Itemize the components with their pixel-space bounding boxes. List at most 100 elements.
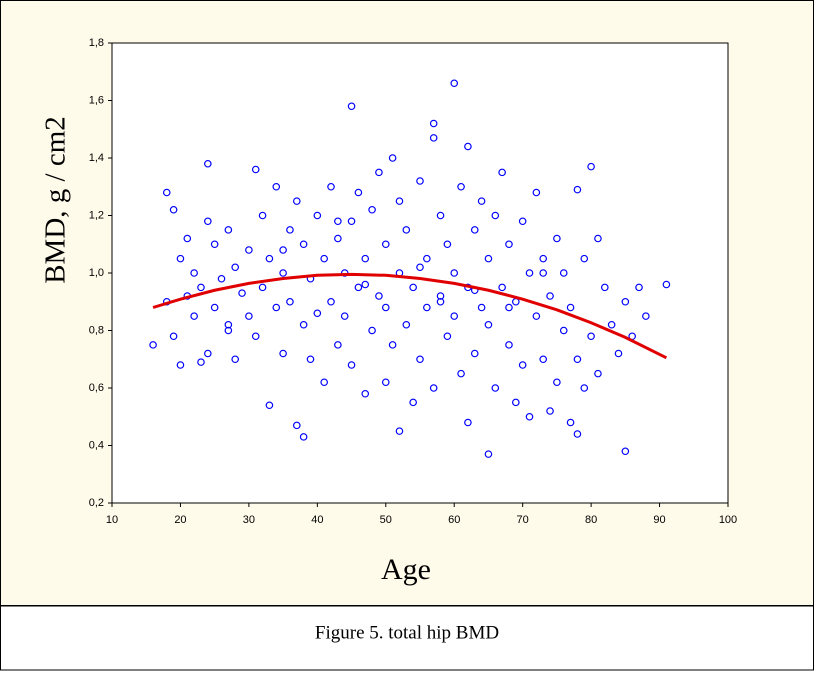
point (347, 217, 356, 226)
point (381, 378, 390, 387)
point (573, 185, 582, 194)
y-tick-label: 1,2 (89, 209, 104, 221)
y-tick-label: 0,2 (89, 497, 104, 509)
point (210, 240, 219, 249)
point (272, 182, 281, 191)
point (279, 246, 287, 254)
point (210, 303, 219, 312)
point (539, 355, 548, 364)
point (594, 234, 602, 243)
point (190, 269, 198, 277)
point (423, 254, 431, 263)
point (477, 197, 486, 205)
point (436, 292, 445, 300)
point (388, 154, 397, 162)
point (587, 162, 595, 171)
point (347, 102, 356, 111)
point (251, 165, 260, 174)
point (573, 430, 582, 438)
x-tick-label: 100 (719, 514, 737, 526)
point (525, 269, 534, 277)
x-axis-label: Age (381, 553, 431, 586)
point (149, 341, 157, 349)
point (621, 447, 630, 456)
x-tick-label: 70 (517, 514, 529, 526)
point (299, 433, 308, 441)
point (642, 312, 650, 320)
point (484, 320, 493, 329)
point (231, 355, 240, 364)
point (546, 292, 554, 300)
point (361, 389, 370, 398)
point (361, 254, 370, 263)
point (450, 269, 459, 277)
point (204, 217, 212, 226)
point (580, 384, 589, 392)
point (464, 142, 472, 151)
point (416, 263, 424, 272)
point (600, 283, 609, 292)
point (436, 297, 445, 306)
point (470, 226, 479, 234)
point (566, 418, 575, 427)
point (299, 320, 308, 329)
point (224, 226, 233, 234)
point (190, 312, 198, 320)
point (402, 320, 411, 329)
x-tick-label: 80 (585, 514, 597, 526)
point (327, 182, 335, 191)
point (320, 254, 328, 263)
point (169, 332, 178, 341)
point (525, 412, 534, 421)
point (299, 240, 308, 249)
point (197, 283, 205, 292)
x-tick-label: 60 (448, 514, 460, 526)
point (334, 234, 342, 243)
point (607, 320, 616, 329)
point (361, 280, 370, 289)
point (484, 254, 493, 263)
point (409, 398, 417, 407)
point (429, 119, 438, 128)
point (162, 188, 171, 197)
point (272, 303, 281, 312)
point (286, 297, 294, 306)
point (429, 134, 438, 142)
point (320, 378, 328, 387)
y-tick-label: 1,4 (89, 152, 104, 164)
point (388, 341, 397, 349)
point (470, 349, 479, 358)
point (176, 361, 185, 369)
point (450, 312, 459, 320)
point (491, 211, 500, 220)
point (334, 341, 342, 349)
point (340, 312, 349, 320)
point (587, 332, 595, 341)
point (395, 197, 404, 205)
point (238, 289, 246, 297)
point (580, 254, 589, 263)
point (635, 283, 643, 292)
point (532, 188, 541, 197)
point (539, 254, 548, 263)
point (313, 309, 322, 318)
point (614, 349, 623, 358)
fit-line (152, 272, 668, 360)
point (258, 211, 267, 220)
point (245, 246, 253, 254)
point (559, 269, 568, 277)
point (347, 361, 356, 369)
y-tick-label: 0,4 (89, 439, 104, 451)
point (429, 384, 438, 392)
x-tick-label: 30 (243, 514, 255, 526)
point (484, 450, 493, 458)
point (416, 177, 424, 185)
point (594, 369, 602, 378)
point (505, 341, 513, 349)
point (313, 211, 322, 220)
point (505, 240, 513, 249)
point (204, 349, 212, 358)
point (546, 407, 554, 415)
point (334, 217, 342, 226)
